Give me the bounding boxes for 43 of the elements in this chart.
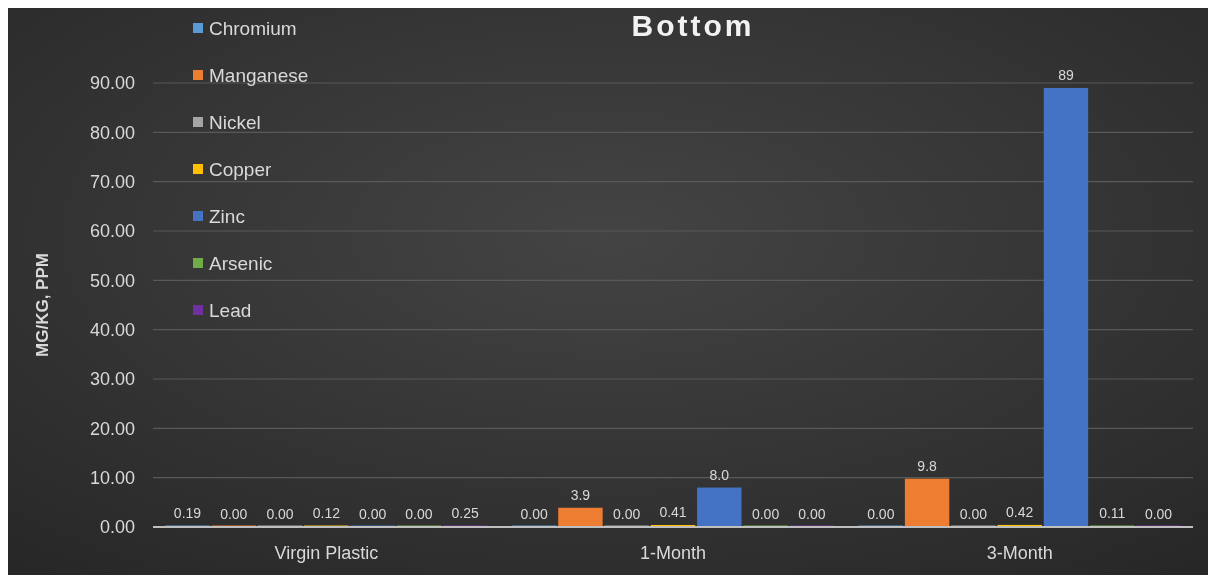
data-label: 0.41 [659, 503, 687, 520]
x-tick-label: 3-Month [986, 543, 1053, 563]
data-label: 0.00 [613, 506, 641, 522]
legend-label: Nickel [209, 111, 261, 133]
data-label: 0.11 [1099, 505, 1126, 522]
y-tick-label: 0.00 [99, 517, 135, 538]
y-tick-label: 30.00 [89, 369, 135, 390]
y-tick-label: 60.00 [89, 221, 135, 242]
legend-label: Arsenic [209, 252, 273, 274]
y-tick-label: 50.00 [89, 270, 135, 291]
data-label: 0.00 [405, 506, 433, 522]
legend-label: Lead [209, 299, 252, 321]
x-tick-label: Virgin Plastic [274, 543, 379, 563]
data-label: 0.00 [1144, 506, 1173, 522]
data-label: 3.9 [570, 486, 591, 503]
data-label: 8.0 [709, 466, 730, 483]
y-tick-label: 20.00 [89, 418, 135, 439]
y-tick-label: 70.00 [89, 171, 135, 192]
legend-label: Manganese [209, 64, 309, 86]
y-tick-label: 90.00 [89, 73, 135, 94]
data-label: 0.00 [359, 506, 387, 522]
y-tick-label: 10.00 [89, 467, 135, 488]
data-label: 0.25 [451, 504, 480, 521]
y-tick-label: 40.00 [89, 319, 135, 340]
chart-title: Bottom [631, 9, 755, 42]
data-label: 0.00 [520, 506, 548, 522]
y-tick-label: 80.00 [89, 122, 135, 143]
data-label: 0.00 [220, 506, 248, 522]
data-label: 89 [1058, 66, 1074, 83]
data-label: 0.19 [173, 505, 202, 522]
data-label: 0.00 [751, 506, 780, 522]
legend-label: Zinc [209, 205, 245, 227]
data-label: 0.42 [1006, 503, 1034, 520]
data-label: 0.00 [798, 506, 826, 522]
legend-label: Copper [209, 158, 272, 180]
legend-label: Chromium [209, 17, 297, 39]
x-tick-label: 1-Month [639, 543, 707, 563]
data-label: 0.00 [959, 506, 988, 522]
data-label: 0.12 [312, 505, 341, 522]
data-label: 0.00 [266, 506, 294, 522]
data-label: 0.00 [867, 506, 895, 522]
y-axis-title: MG/KG, PPM [33, 253, 52, 357]
data-label: 9.8 [917, 457, 938, 474]
